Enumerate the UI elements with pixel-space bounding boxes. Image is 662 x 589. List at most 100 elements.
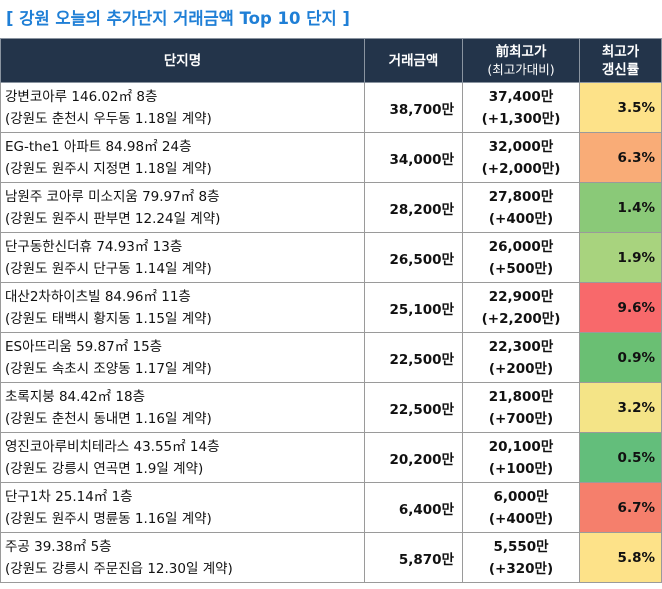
prev-high-diff: (+2,200만) bbox=[481, 310, 561, 327]
prev-high-cell: 6,000만 (+400만) bbox=[462, 482, 580, 533]
rate-cell: 3.2% bbox=[579, 382, 662, 433]
complex-name: 강변코아루 146.02㎡ 8층 bbox=[5, 88, 158, 105]
rate-value: 1.4% bbox=[617, 199, 655, 216]
amount-cell: 26,500만 bbox=[364, 232, 463, 283]
amount-value: 20,200만 bbox=[389, 451, 454, 468]
header-name: 단지명 bbox=[0, 38, 365, 83]
amount-cell: 34,000만 bbox=[364, 132, 463, 183]
rate-value: 3.5% bbox=[617, 99, 655, 116]
header-rate: 최고가 갱신률 bbox=[579, 38, 662, 83]
complex-location: (강원도 춘천시 우두동 1.18일 계약) bbox=[5, 110, 212, 127]
prev-high-price: 27,800만 bbox=[488, 188, 554, 205]
complex-cell: 초록지붕 84.42㎡ 18층 (강원도 춘천시 동내면 1.16일 계약) bbox=[0, 382, 365, 433]
complex-location: (강원도 원주시 지정면 1.18일 계약) bbox=[5, 160, 212, 177]
prev-high-price: 26,000만 bbox=[488, 238, 554, 255]
prev-high-diff: (+320만) bbox=[488, 560, 554, 577]
amount-value: 5,870만 bbox=[398, 551, 454, 568]
header-amount-label: 거래금액 bbox=[388, 52, 439, 69]
prev-high-price: 32,000만 bbox=[488, 138, 554, 155]
amount-cell: 5,870만 bbox=[364, 532, 463, 583]
table-row: 주공 39.38㎡ 5층 (강원도 강릉시 주문진읍 12.30일 계약) 5,87… bbox=[0, 532, 662, 583]
prev-high-cell: 32,000만 (+2,000만) bbox=[462, 132, 580, 183]
complex-cell: 남원주 코아루 미소지움 79.97㎡ 8층 (강원도 원주시 판부면 12.24… bbox=[0, 182, 365, 233]
prev-high-diff: (+400만) bbox=[488, 210, 554, 227]
rate-value: 6.7% bbox=[617, 499, 655, 516]
rate-value: 6.3% bbox=[617, 149, 655, 166]
rate-cell: 6.7% bbox=[579, 482, 662, 533]
rate-value: 9.6% bbox=[617, 299, 655, 316]
prev-high-diff: (+100만) bbox=[488, 460, 554, 477]
prev-high-diff: (+2,000만) bbox=[481, 160, 561, 177]
prev-high-price: 22,300만 bbox=[488, 338, 554, 355]
table-row: 단구동한신더휴 74.93㎡ 13층 (강원도 원주시 단구동 1.14일 계약)… bbox=[0, 232, 662, 283]
header-rate-top: 최고가 bbox=[601, 43, 640, 60]
header-prev-sub: (최고가대비) bbox=[487, 61, 555, 77]
complex-location: (강원도 원주시 명륜동 1.16일 계약) bbox=[5, 510, 212, 527]
amount-value: 38,700만 bbox=[389, 101, 454, 118]
complex-location: (강원도 속초시 조양동 1.17일 계약) bbox=[5, 360, 212, 377]
top10-table: 단지명 거래금액 前최고가 (최고가대비) 최고가 갱신률 강변코아루 146.02… bbox=[0, 38, 662, 583]
header-name-label: 단지명 bbox=[163, 52, 202, 69]
complex-name: 남원주 코아루 미소지움 79.97㎡ 8층 bbox=[5, 188, 220, 205]
table-row: 영진코아루비치테라스 43.55㎡ 14층 (강원도 강릉시 연곡면 1.9일 계… bbox=[0, 432, 662, 483]
rate-cell: 3.5% bbox=[579, 82, 662, 133]
header-prev-high: 前최고가 (최고가대비) bbox=[462, 38, 580, 83]
complex-name: 단구동한신더휴 74.93㎡ 13층 bbox=[5, 238, 183, 255]
prev-high-price: 6,000만 bbox=[493, 488, 549, 505]
amount-value: 26,500만 bbox=[389, 251, 454, 268]
table-row: ES아뜨리움 59.87㎡ 15층 (강원도 속초시 조양동 1.17일 계약) 2… bbox=[0, 332, 662, 383]
prev-high-diff: (+500만) bbox=[488, 260, 554, 277]
table-row: 남원주 코아루 미소지움 79.97㎡ 8층 (강원도 원주시 판부면 12.24… bbox=[0, 182, 662, 233]
prev-high-cell: 27,800만 (+400만) bbox=[462, 182, 580, 233]
amount-cell: 22,500만 bbox=[364, 332, 463, 383]
prev-high-price: 5,550만 bbox=[493, 538, 549, 555]
table-row: 대산2차하이츠빌 84.96㎡ 11층 (강원도 태백시 황지동 1.15일 계약… bbox=[0, 282, 662, 333]
amount-cell: 20,200만 bbox=[364, 432, 463, 483]
amount-value: 6,400만 bbox=[398, 501, 454, 518]
prev-high-price: 22,900만 bbox=[488, 288, 554, 305]
rate-value: 0.5% bbox=[617, 449, 655, 466]
complex-cell: 주공 39.38㎡ 5층 (강원도 강릉시 주문진읍 12.30일 계약) bbox=[0, 532, 365, 583]
amount-value: 25,100만 bbox=[389, 301, 454, 318]
header-rate-sub: 갱신률 bbox=[601, 61, 640, 78]
prev-high-cell: 5,550만 (+320만) bbox=[462, 532, 580, 583]
rate-cell: 5.8% bbox=[579, 532, 662, 583]
amount-cell: 38,700만 bbox=[364, 82, 463, 133]
table-row: 초록지붕 84.42㎡ 18층 (강원도 춘천시 동내면 1.16일 계약) 22,… bbox=[0, 382, 662, 433]
table-row: EG-the1 아파트 84.98㎡ 24층 (강원도 원주시 지정면 1.18일… bbox=[0, 132, 662, 183]
amount-value: 34,000만 bbox=[389, 151, 454, 168]
prev-high-cell: 26,000만 (+500만) bbox=[462, 232, 580, 283]
table-row: 단구1차 25.14㎡ 1층 (강원도 원주시 명륜동 1.16일 계약) 6,40… bbox=[0, 482, 662, 533]
complex-cell: 단구동한신더휴 74.93㎡ 13층 (강원도 원주시 단구동 1.14일 계약) bbox=[0, 232, 365, 283]
amount-cell: 28,200만 bbox=[364, 182, 463, 233]
prev-high-cell: 20,100만 (+100만) bbox=[462, 432, 580, 483]
complex-name: 단구1차 25.14㎡ 1층 bbox=[5, 488, 133, 505]
prev-high-cell: 21,800만 (+700만) bbox=[462, 382, 580, 433]
complex-location: (강원도 강릉시 연곡면 1.9일 계약) bbox=[5, 460, 204, 477]
complex-cell: ES아뜨리움 59.87㎡ 15층 (강원도 속초시 조양동 1.17일 계약) bbox=[0, 332, 365, 383]
amount-value: 22,500만 bbox=[389, 351, 454, 368]
complex-location: (강원도 태백시 황지동 1.15일 계약) bbox=[5, 310, 212, 327]
prev-high-diff: (+700만) bbox=[488, 410, 554, 427]
complex-name: EG-the1 아파트 84.98㎡ 24층 bbox=[5, 138, 192, 155]
rate-value: 3.2% bbox=[617, 399, 655, 416]
complex-cell: 영진코아루비치테라스 43.55㎡ 14층 (강원도 강릉시 연곡면 1.9일 계… bbox=[0, 432, 365, 483]
complex-name: 대산2차하이츠빌 84.96㎡ 11층 bbox=[5, 288, 191, 305]
prev-high-cell: 22,900만 (+2,200만) bbox=[462, 282, 580, 333]
complex-cell: 강변코아루 146.02㎡ 8층 (강원도 춘천시 우두동 1.18일 계약) bbox=[0, 82, 365, 133]
prev-high-diff: (+200만) bbox=[488, 360, 554, 377]
complex-name: 주공 39.38㎡ 5층 bbox=[5, 538, 112, 555]
page-title: [ 강원 오늘의 추가단지 거래금액 Top 10 단지 ] bbox=[6, 9, 350, 28]
prev-high-diff: (+1,300만) bbox=[481, 110, 561, 127]
amount-cell: 25,100만 bbox=[364, 282, 463, 333]
rate-value: 1.9% bbox=[617, 249, 655, 266]
rate-value: 5.8% bbox=[617, 549, 655, 566]
complex-name: 초록지붕 84.42㎡ 18층 bbox=[5, 388, 146, 405]
rate-cell: 1.4% bbox=[579, 182, 662, 233]
header-amount: 거래금액 bbox=[364, 38, 463, 83]
rate-cell: 1.9% bbox=[579, 232, 662, 283]
complex-name: 영진코아루비치테라스 43.55㎡ 14층 bbox=[5, 438, 220, 455]
table-row: 강변코아루 146.02㎡ 8층 (강원도 춘천시 우두동 1.18일 계약) 38… bbox=[0, 82, 662, 133]
complex-location: (강원도 원주시 판부면 12.24일 계약) bbox=[5, 210, 221, 227]
table-header-row: 단지명 거래금액 前최고가 (최고가대비) 최고가 갱신률 bbox=[0, 38, 662, 83]
